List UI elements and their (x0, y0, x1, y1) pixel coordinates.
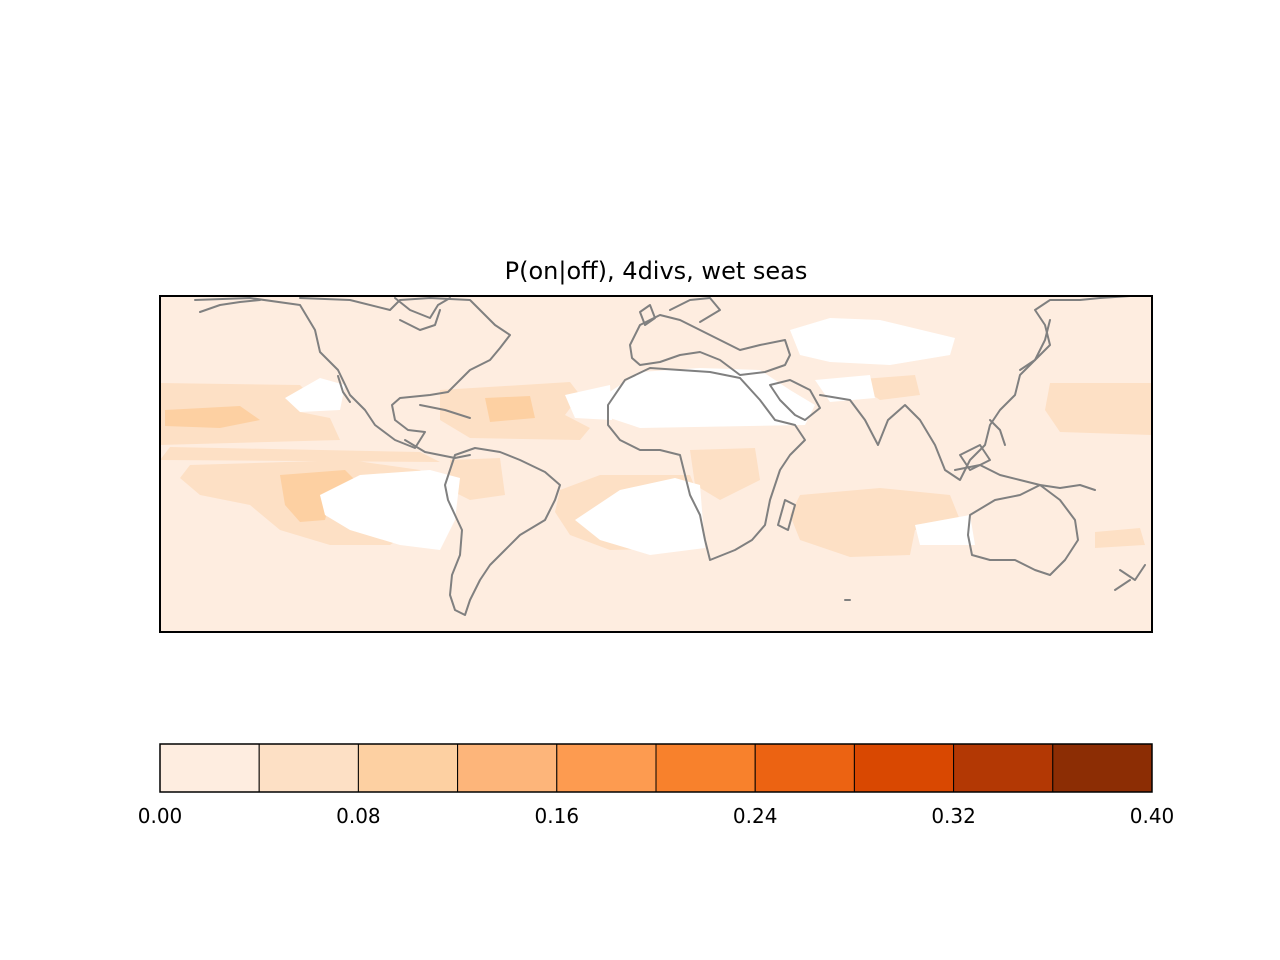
contour-region-west-pacific (1045, 383, 1152, 435)
coastline-japan (1019, 319, 1051, 371)
no-data-regions (285, 318, 975, 555)
coastline-hudson-bay (399, 309, 441, 331)
no-data-south-pacific (320, 470, 460, 550)
colorbar-segment-6 (655, 743, 756, 793)
colorbar-ticks: 0.00 0.08 0.16 0.24 0.32 0.40 (138, 804, 1175, 828)
contour-region-amazon (450, 458, 505, 500)
contour-region-tropical-pacific-band (160, 447, 440, 462)
colorbar-segment-5 (556, 743, 657, 793)
no-data-gulf-california (285, 378, 345, 412)
contour-region-tasman (1095, 528, 1145, 548)
contour-region-north-pacific-core (165, 406, 260, 428)
colorbar-segment-1 (159, 743, 260, 793)
colorbar-tick-label: 0.40 (1130, 804, 1175, 828)
colorbar-tick-label: 0.08 (336, 804, 381, 828)
no-data-atlantic-north (565, 385, 612, 420)
no-data-sahara (605, 368, 815, 428)
colorbar-segment-8 (853, 743, 955, 793)
map-frame (159, 295, 1153, 633)
coastline-madagascar (777, 499, 796, 531)
coastline-cuba (419, 404, 471, 419)
no-data-southern-indian (915, 515, 975, 545)
colorbar: 0.00 0.08 0.16 0.24 0.32 0.40 (138, 743, 1175, 828)
coastline-asia (819, 296, 1152, 481)
coastline-southeast-asia-islands (954, 464, 1096, 491)
contour-region-indian-ocean (790, 488, 960, 557)
map-title: P(on|off), 4divs, wet seas (505, 257, 808, 285)
no-data-eurasia-north (790, 318, 955, 365)
colorbar-tick-label: 0.32 (931, 804, 976, 828)
coastline-north-america (194, 297, 511, 449)
coastline-europe (629, 314, 791, 376)
no-data-middle-east (815, 375, 875, 402)
coastlines (194, 296, 1152, 616)
colorbar-segment-10 (1052, 743, 1153, 793)
coastline-philippines (989, 419, 1006, 446)
colorbar-segment-2 (258, 743, 359, 793)
coastline-borneo (959, 444, 991, 471)
coastline-south-america (444, 447, 561, 616)
colorbar-segment-3 (357, 743, 459, 793)
coastline-greenland (394, 297, 451, 319)
contour-level-3-regions (165, 396, 535, 522)
coastline-baja-california (337, 375, 351, 403)
coastline-australia (967, 484, 1079, 576)
coastline-arabia (769, 379, 821, 421)
contour-region-pacific-core (280, 470, 360, 522)
colorbar-tick-label: 0.24 (733, 804, 778, 828)
contour-region-atlantic-core (485, 396, 535, 422)
coastline-alaska (199, 299, 261, 313)
contour-region-central-africa (690, 448, 760, 500)
colorbar-frame (159, 743, 1153, 793)
coastline-uk (639, 304, 656, 326)
colorbar-tick-label: 0.00 (138, 804, 183, 828)
coastline-africa (607, 367, 806, 561)
colorbar-tick-label: 0.16 (535, 804, 580, 828)
colorbar-segments (159, 743, 1153, 793)
coastline-scandinavia (669, 297, 721, 323)
coastline-new-zealand (1114, 564, 1146, 591)
coastline-central-america (404, 439, 471, 459)
colorbar-segment-9 (953, 743, 1054, 793)
map-panel (159, 295, 1153, 633)
colorbar-segment-7 (754, 743, 855, 793)
colorbar-segment-4 (457, 743, 558, 793)
no-data-south-atlantic (575, 478, 705, 555)
